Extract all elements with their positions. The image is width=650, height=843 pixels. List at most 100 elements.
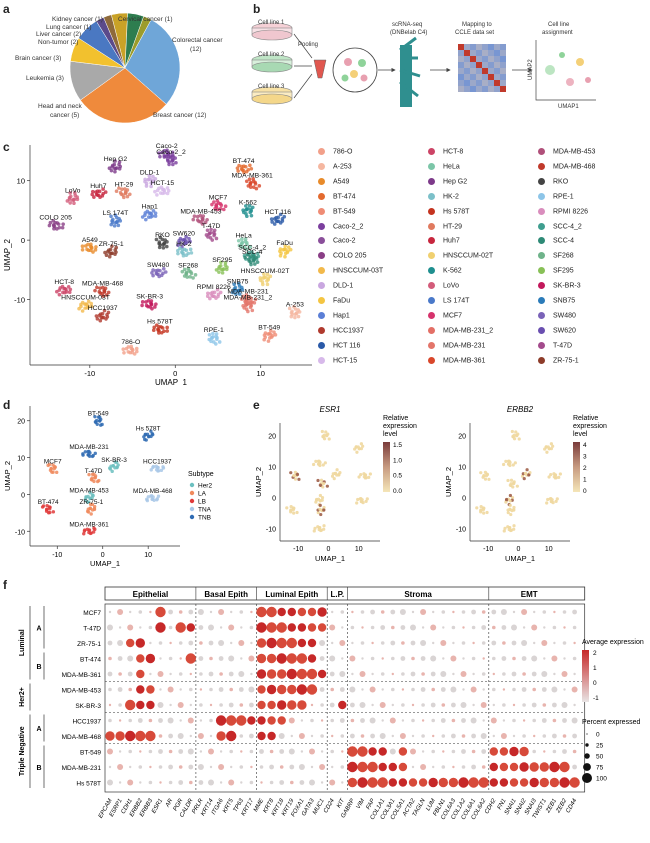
dot (197, 609, 204, 615)
cluster-snb75 (230, 281, 245, 296)
dot (490, 717, 497, 724)
dot (177, 733, 184, 739)
heatmap-cell (464, 62, 470, 68)
dot (266, 622, 277, 633)
dot (249, 749, 254, 754)
dot (189, 734, 192, 738)
dot (149, 765, 152, 769)
dot (320, 781, 324, 784)
dot (398, 747, 408, 756)
cluster-mda-mb-361 (82, 526, 97, 536)
dot (269, 764, 274, 770)
dot (319, 764, 326, 770)
mapping-label-2: CCLE data set (455, 30, 494, 36)
dot (522, 703, 526, 707)
pct-tick: 100 (596, 776, 607, 783)
row-label-bt-549: BT-549 (80, 750, 101, 757)
cluster-label: SK-BR-3 (101, 457, 127, 464)
dot (377, 777, 388, 788)
dot (511, 640, 517, 646)
y-tick-label: 0 (21, 492, 25, 499)
dot (529, 762, 539, 772)
dot (317, 669, 327, 679)
cell-point (359, 447, 364, 451)
dot (379, 702, 386, 708)
heatmap-cell (470, 68, 476, 74)
cluster-label: MDA-MB-468 (133, 488, 173, 495)
dot (296, 653, 308, 664)
dot (411, 734, 415, 738)
dot (451, 749, 456, 754)
dot (543, 657, 546, 660)
dot (228, 702, 234, 708)
cell-point (327, 437, 331, 441)
pie-label-cervical: Cervical cancer (1) (118, 16, 173, 23)
heatmap-cell (476, 50, 482, 56)
colorbar-tick: 3 (583, 454, 587, 461)
cluster-mda-mb-468 (145, 494, 161, 503)
pct-dot (585, 743, 589, 747)
dot (440, 718, 446, 723)
legend-item-hnsccum-02t: HNSCCUM-02T (428, 252, 493, 260)
heatmap-cell (464, 50, 470, 56)
dot (458, 777, 469, 788)
cell-point (367, 475, 371, 479)
legend-item-huh7: Huh7 (428, 237, 460, 245)
group-label-luminal-epith: Luminal Epith (265, 590, 318, 599)
subtype-dot (189, 490, 195, 496)
legend-item-bt-549: BT-549 (318, 207, 356, 215)
dot (471, 733, 476, 739)
dot (118, 703, 122, 707)
cluster-hep-g2 (107, 159, 123, 174)
umap2-axis-label: UMAP2 (528, 59, 534, 80)
dot (179, 719, 182, 722)
dot (226, 730, 237, 742)
dot (239, 703, 244, 707)
legend-label: 786-O (333, 148, 353, 156)
dot (168, 780, 173, 785)
dot (179, 657, 182, 660)
cell-point (313, 526, 317, 530)
cell-line-3-label: Cell line 3 (258, 84, 285, 90)
feature-plot-erbb2: ERBB2-10 0 1020100-10UMAP_1UMAP_2Relativee… (444, 405, 607, 563)
dot (158, 734, 163, 738)
dot (521, 640, 528, 646)
cluster-hs-578t (142, 429, 155, 442)
dot (552, 702, 557, 708)
legend-label: LS 174T (443, 297, 470, 305)
colorbar-tick: 1.0 (393, 457, 402, 464)
legend-label: MDA-MB-231 (443, 342, 486, 350)
dot (411, 656, 415, 661)
dot (135, 638, 145, 648)
dot (401, 672, 405, 676)
pct-dot (584, 753, 590, 759)
cluster-label: Hap1 (142, 204, 158, 211)
dot (489, 762, 498, 772)
dot (509, 762, 519, 772)
cluster-t-47d (204, 227, 219, 242)
colorbar-tick: 1 (583, 477, 587, 484)
dot (256, 638, 267, 648)
dot (551, 655, 558, 662)
cluster-mda-mb-231-2 (241, 298, 255, 314)
dot (451, 702, 456, 708)
cell-point (314, 459, 318, 463)
dot (279, 765, 284, 769)
cluster-a549 (80, 242, 98, 254)
legend-label: HeLa (443, 163, 460, 171)
dot (438, 777, 448, 788)
legend-label: SF268 (553, 252, 574, 260)
dot (307, 638, 317, 648)
dot (512, 656, 516, 661)
x-tick-label: 10 (144, 552, 152, 559)
legend-dot (428, 297, 435, 304)
dot (286, 637, 297, 649)
dot (391, 625, 395, 630)
y-tick-label: 20 (17, 419, 25, 426)
dot (256, 606, 267, 618)
cluster-label: MDA-MB-361 (69, 521, 109, 528)
cell-point (359, 496, 363, 501)
cluster-label: SNB75 (227, 278, 249, 285)
dot (519, 762, 529, 772)
dot (559, 777, 570, 788)
